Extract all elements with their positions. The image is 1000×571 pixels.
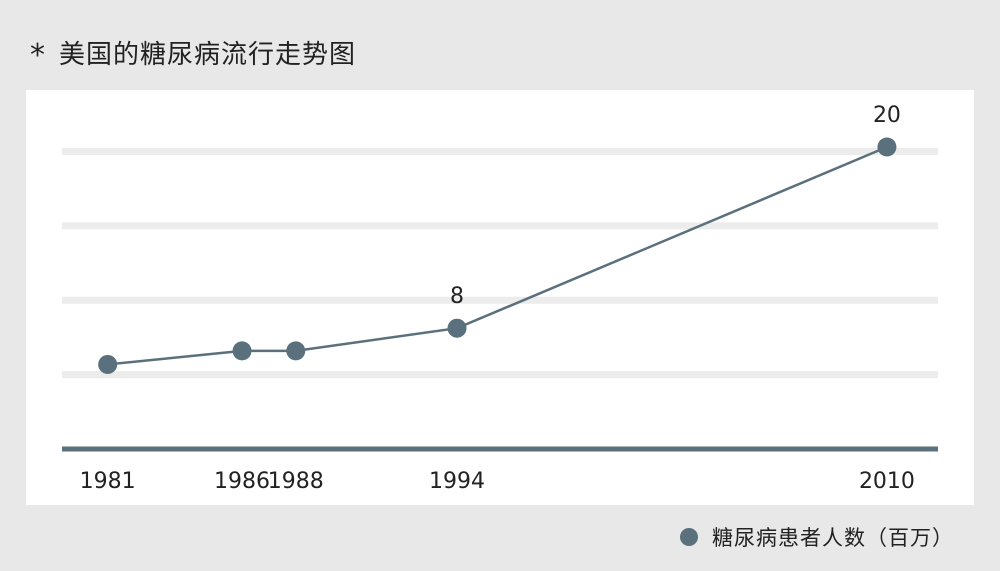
data-label: 8 [450,284,464,309]
plot-panel: 1981 1986 1988 1994 2010 8 20 [26,90,974,505]
data-point [447,318,467,338]
x-tick-label: 2010 [859,469,915,494]
legend-label: 糖尿病患者人数（百万） [712,526,954,550]
x-tick-label: 1994 [429,469,485,494]
chart-title: 美国的糖尿病流行走势图 [59,40,357,70]
x-tick-label: 1981 [80,469,136,494]
chart-title-row: * 美国的糖尿病流行走势图 [30,34,356,71]
series-line [107,145,888,366]
x-tick-label: 1986 [214,469,270,494]
legend-marker [680,528,698,546]
data-point [877,137,897,157]
legend: 糖尿病患者人数（百万） [680,522,954,552]
asterisk-icon: * [30,37,45,73]
data-label: 20 [873,103,901,128]
data-point [98,354,118,374]
data-point [232,341,252,361]
data-point [286,341,306,361]
x-tick-label: 1988 [268,469,324,494]
